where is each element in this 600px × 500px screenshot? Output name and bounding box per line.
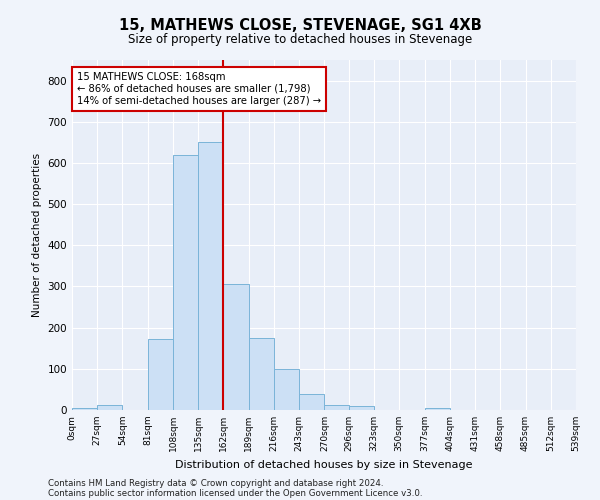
- Bar: [198, 142, 223, 410]
- Text: Contains public sector information licensed under the Open Government Licence v3: Contains public sector information licen…: [48, 488, 422, 498]
- Text: Contains HM Land Registry data © Crown copyright and database right 2024.: Contains HM Land Registry data © Crown c…: [48, 478, 383, 488]
- Text: 15 MATHEWS CLOSE: 168sqm
← 86% of detached houses are smaller (1,798)
14% of sem: 15 MATHEWS CLOSE: 168sqm ← 86% of detach…: [77, 72, 321, 106]
- Bar: [249, 338, 274, 410]
- Bar: [148, 339, 173, 410]
- Y-axis label: Number of detached properties: Number of detached properties: [32, 153, 42, 317]
- Bar: [173, 155, 198, 410]
- X-axis label: Distribution of detached houses by size in Stevenage: Distribution of detached houses by size …: [175, 460, 473, 469]
- Text: 15, MATHEWS CLOSE, STEVENAGE, SG1 4XB: 15, MATHEWS CLOSE, STEVENAGE, SG1 4XB: [119, 18, 481, 32]
- Bar: [223, 284, 249, 410]
- Bar: [325, 404, 349, 410]
- Bar: [425, 408, 450, 410]
- Bar: [299, 394, 325, 410]
- Bar: [349, 406, 374, 410]
- Bar: [97, 404, 122, 410]
- Bar: [274, 369, 299, 410]
- Bar: [72, 408, 97, 410]
- Text: Size of property relative to detached houses in Stevenage: Size of property relative to detached ho…: [128, 32, 472, 46]
